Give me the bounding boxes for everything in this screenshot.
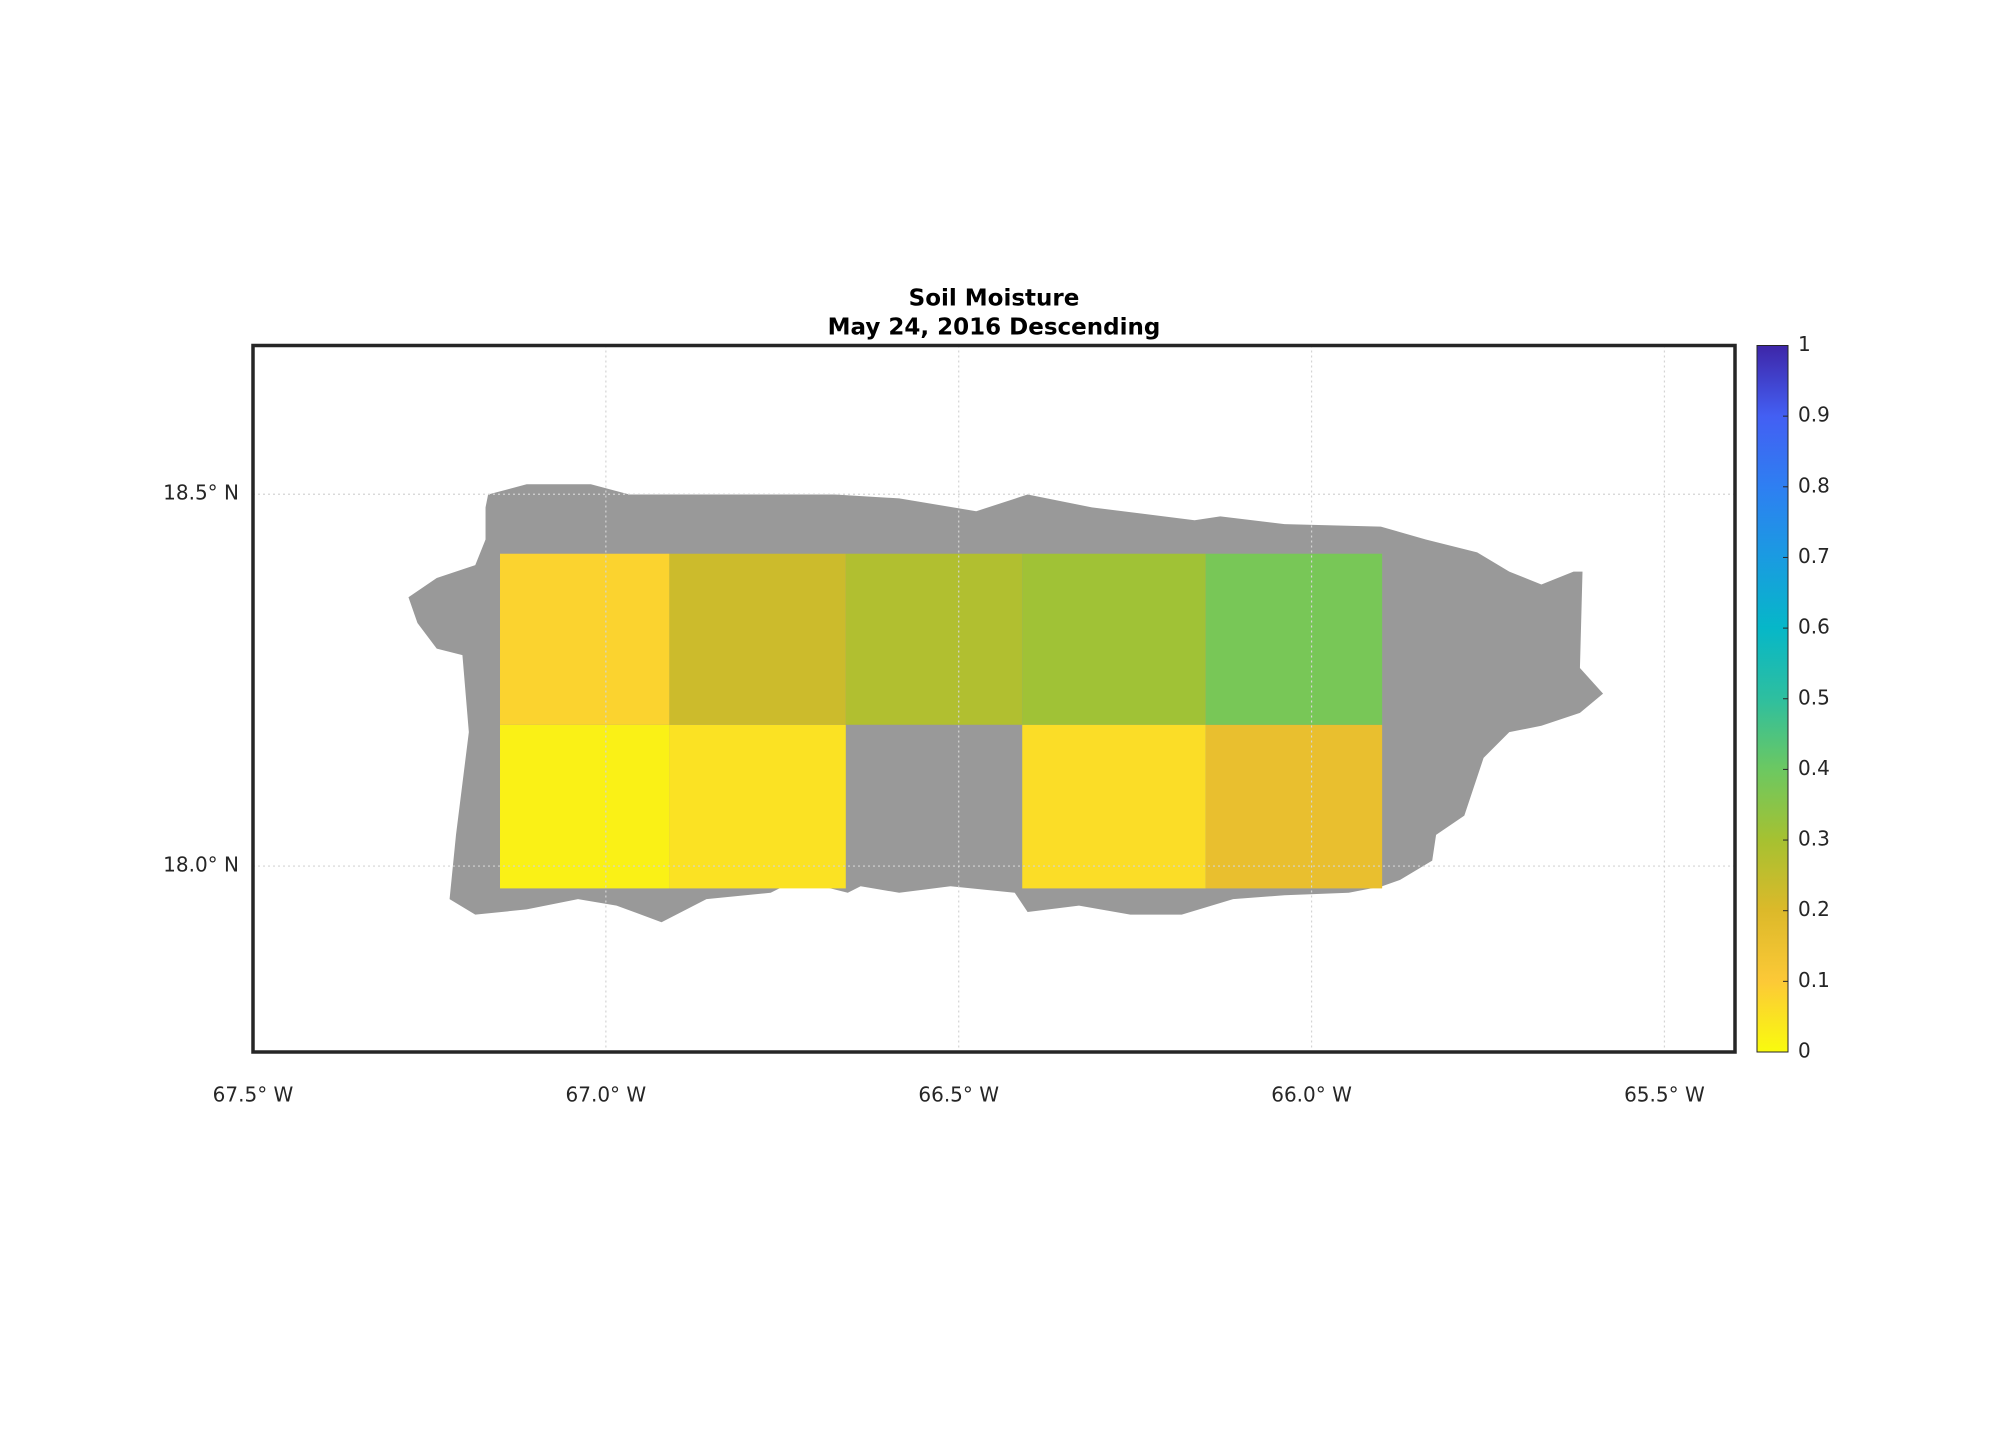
heatmap-cell — [669, 553, 846, 725]
colorbar-tick-label: 1 — [1798, 332, 1811, 356]
colorbar-tick-label: 0 — [1798, 1039, 1811, 1063]
heatmap-cell — [500, 553, 670, 725]
x-tick-label: 65.5° W — [1624, 1083, 1705, 1107]
chart-subtitle: May 24, 2016 Descending — [828, 315, 1161, 341]
plot-frame — [251, 343, 1737, 1054]
y-tick-label: 18.5° N — [163, 481, 239, 505]
x-tick-label: 66.0° W — [1271, 1083, 1352, 1107]
colorbar-tick-label: 0.6 — [1798, 615, 1830, 639]
colorbar — [1756, 345, 1789, 1053]
heatmap-cell — [1205, 724, 1383, 889]
x-tick-label: 67.0° W — [566, 1083, 647, 1107]
x-tick-label: 67.5° W — [213, 1083, 294, 1107]
chart-title: Soil Moisture — [909, 286, 1080, 312]
colorbar-tick-label: 0.7 — [1798, 544, 1830, 568]
heatmap-cell — [845, 553, 1023, 725]
heatmap-cell — [500, 724, 670, 889]
colorbar-tick-label: 0.2 — [1798, 897, 1830, 921]
y-tick-label: 18.0° N — [163, 853, 239, 877]
colorbar-tick-label: 0.4 — [1798, 756, 1830, 780]
heatmap-cell — [1022, 724, 1206, 889]
x-tick-label: 66.5° W — [918, 1083, 999, 1107]
colorbar-tick-label: 0.5 — [1798, 685, 1830, 709]
heatmap-cell — [669, 724, 846, 889]
colorbar-tick-label: 0.8 — [1798, 473, 1830, 497]
heatmap-cell — [1205, 553, 1383, 725]
heatmap-cell — [1022, 553, 1206, 725]
colorbar-tick-label: 0.9 — [1798, 403, 1830, 427]
colorbar-tick-label: 0.1 — [1798, 968, 1830, 992]
colorbar-tick-label: 0.3 — [1798, 827, 1830, 851]
